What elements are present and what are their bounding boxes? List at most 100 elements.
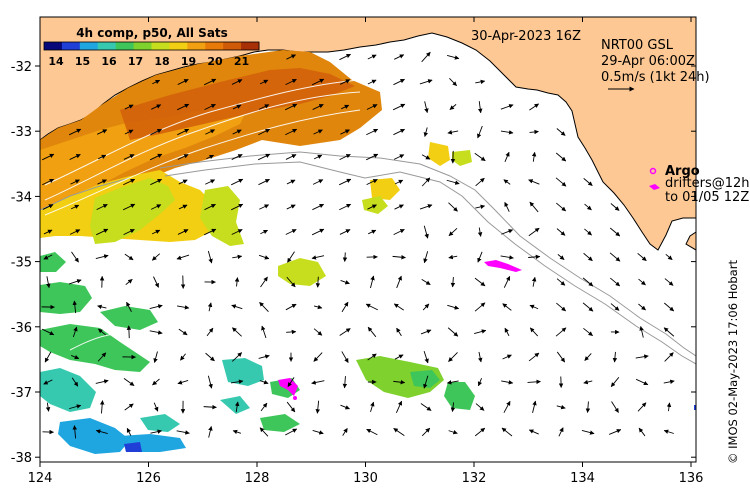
current-arrow [477, 101, 483, 114]
current-arrow [635, 354, 649, 359]
current-arrow [342, 427, 348, 436]
current-arrow [285, 128, 298, 136]
current-arrow [44, 351, 52, 363]
current-arrow [123, 228, 135, 236]
current-arrow [95, 379, 109, 384]
land-tasmania [685, 231, 696, 251]
current-arrow [71, 377, 79, 387]
current-arrow [423, 350, 429, 364]
current-arrow [367, 79, 377, 85]
current-arrow [98, 154, 107, 160]
current-arrow [393, 303, 404, 311]
current-arrow [531, 276, 537, 287]
current-arrow [339, 229, 351, 235]
y-tick-label: -32 [11, 60, 32, 75]
current-arrow [608, 429, 622, 435]
current-arrow [612, 351, 618, 363]
current-arrow [230, 379, 244, 384]
current-arrow [232, 129, 242, 135]
current-arrow [504, 151, 510, 162]
current-arrow [663, 302, 675, 312]
current-arrow [474, 427, 486, 437]
colorbar-cell [187, 42, 206, 50]
current-arrow [366, 128, 379, 136]
current-arrow [286, 329, 297, 335]
current-arrow [177, 229, 189, 235]
current-arrow [206, 154, 215, 160]
current-arrow [449, 104, 457, 110]
current-arrow [528, 352, 540, 362]
current-arrow [177, 128, 190, 136]
current-arrow [529, 129, 539, 135]
x-axis: 124 126 128 130 132 134 136 [28, 17, 703, 486]
current-arrow [449, 78, 457, 86]
current-arrow [448, 202, 458, 212]
current-arrow [96, 129, 108, 135]
current-arrow [421, 177, 431, 187]
current-arrow [259, 427, 269, 437]
current-arrow [311, 78, 325, 86]
current-arrow [203, 228, 217, 236]
current-arrow [638, 427, 646, 437]
current-arrow [556, 202, 567, 212]
current-arrow [206, 327, 214, 337]
current-arrow [258, 354, 270, 359]
current-arrow [150, 204, 162, 210]
current-arrow [96, 203, 108, 211]
current-arrow [70, 179, 80, 185]
colorbar-cell [151, 42, 170, 50]
current-arrow [477, 251, 483, 263]
current-arrow [532, 400, 537, 413]
x-tick-label: 132 [462, 471, 487, 486]
current-arrow [124, 403, 134, 411]
current-arrow [124, 104, 134, 110]
current-arrow [180, 353, 186, 361]
current-arrow [69, 154, 81, 160]
current-arrow [395, 400, 403, 414]
current-arrow [153, 276, 159, 288]
current-arrow [396, 327, 402, 337]
argo-legend-marker [649, 167, 657, 175]
current-arrow [367, 54, 377, 60]
colorbar-ticks: 14 15 16 17 18 19 20 21 [48, 55, 249, 68]
current-arrow [71, 354, 80, 360]
current-arrow [504, 201, 510, 212]
current-arrow [339, 203, 352, 211]
current-arrow [43, 229, 53, 235]
current-arrow [69, 229, 81, 235]
current-arrow [475, 79, 486, 85]
current-arrow [339, 79, 351, 85]
current-arrow [286, 204, 296, 210]
current-arrow [204, 203, 216, 211]
current-arrow [478, 351, 483, 363]
current-arrow [258, 254, 270, 260]
sst-field [40, 50, 475, 454]
current-arrow [529, 304, 539, 310]
current-arrow [232, 254, 243, 260]
current-arrow [149, 153, 163, 161]
current-arrow [95, 429, 108, 434]
current-arrow [150, 429, 163, 434]
current-arrow [421, 278, 431, 286]
current-arrow [42, 178, 55, 186]
current-arrow [340, 279, 350, 285]
current-arrow [638, 303, 646, 311]
current-arrow [68, 279, 82, 285]
current-arrow [285, 428, 298, 436]
x-tick-label: 128 [245, 471, 270, 486]
current-arrow [420, 329, 432, 335]
current-arrow [367, 326, 377, 338]
current-arrow [42, 204, 54, 210]
current-arrow [663, 327, 675, 337]
current-arrow [638, 278, 646, 286]
current-arrow [450, 402, 456, 413]
current-arrow [99, 400, 105, 414]
current-arrow [531, 151, 537, 162]
current-arrow [610, 303, 620, 311]
colorbar-tick-label: 16 [101, 55, 117, 68]
y-tick-label: -34 [11, 190, 32, 205]
current-arrow [557, 254, 565, 260]
current-arrow [556, 228, 566, 236]
current-arrow [124, 253, 134, 261]
current-arrow [501, 427, 513, 437]
